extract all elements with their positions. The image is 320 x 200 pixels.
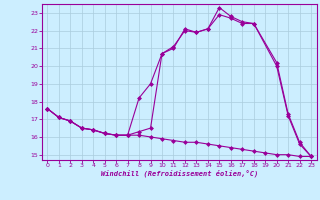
X-axis label: Windchill (Refroidissement éolien,°C): Windchill (Refroidissement éolien,°C) (100, 170, 258, 177)
